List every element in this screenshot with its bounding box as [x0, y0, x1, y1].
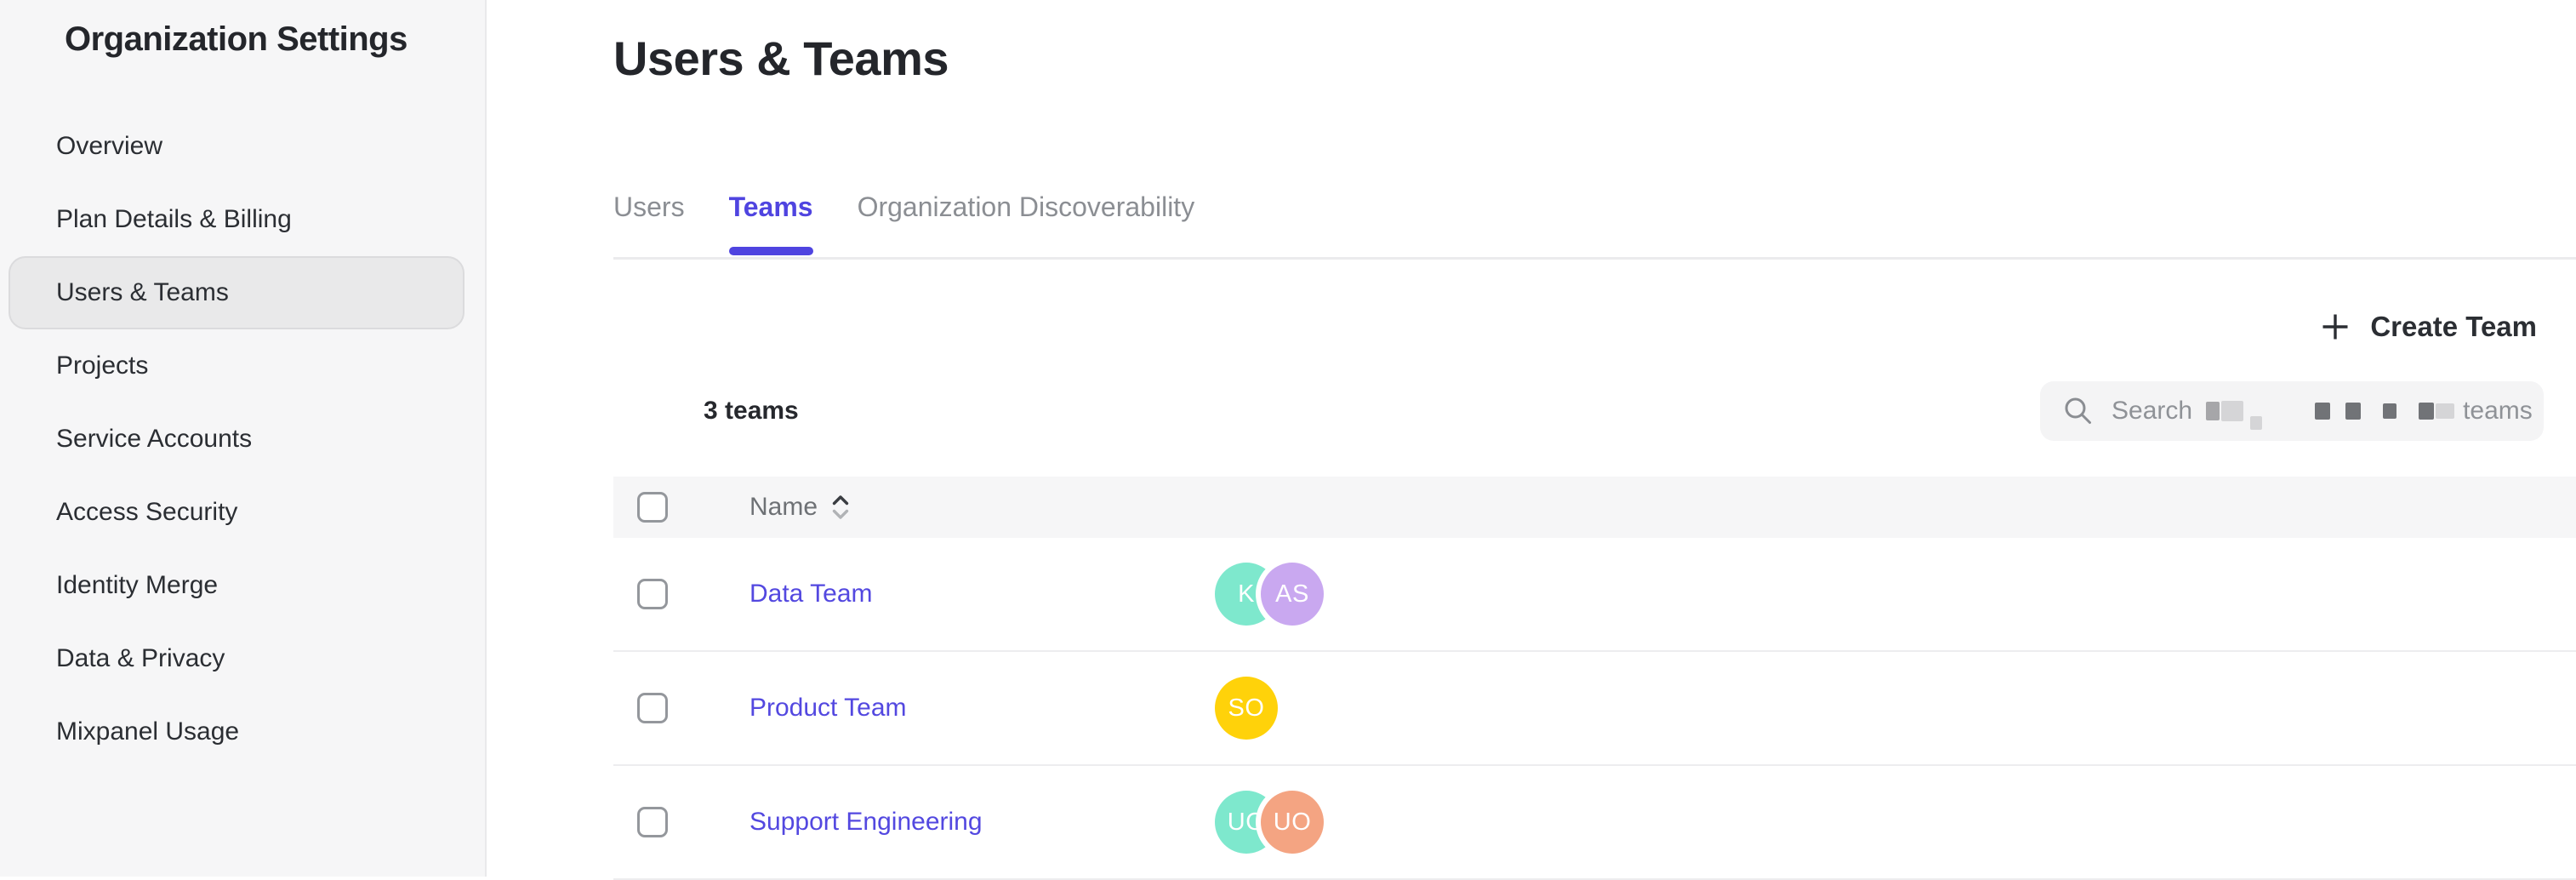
tab-users[interactable]: Users [613, 191, 685, 222]
sidebar-item-identity-merge[interactable]: Identity Merge [56, 571, 219, 599]
redacted-block [2250, 416, 2263, 430]
sort-icon [831, 494, 850, 520]
sidebar-item-projects[interactable]: Projects [56, 351, 149, 380]
sidebar-item-plan-details-billing[interactable]: Plan Details & Billing [56, 205, 292, 233]
avatar-group: UO UO [1215, 791, 1324, 854]
select-all-checkbox[interactable] [637, 492, 668, 523]
teams-count: 3 teams [704, 397, 799, 425]
create-team-button[interactable]: Create Team [2321, 306, 2537, 347]
tab-teams[interactable]: Teams [728, 191, 813, 255]
main-content: Users & Teams Users Teams Organization Dis… [488, 0, 2576, 880]
redacted-block [2345, 403, 2362, 420]
teams-table: Name Data Team K AS Product Team SO Support E… [613, 477, 2576, 880]
row-checkbox[interactable] [637, 807, 668, 837]
table-row: Data Team K AS [613, 538, 2576, 652]
redacted-block [2221, 401, 2244, 421]
sidebar-nav: Overview Plan Details & Billing Users & Te… [0, 110, 485, 769]
sidebar-item-users-teams[interactable]: Users & Teams [9, 256, 464, 329]
sidebar: Organization Settings Overview Plan Detai… [0, 0, 487, 877]
redacted-block [2206, 402, 2220, 420]
table-row: Product Team SO [613, 652, 2576, 766]
redacted-text [2192, 401, 2455, 430]
name-sort-button[interactable]: Name [749, 493, 850, 522]
name-column-label: Name [749, 493, 818, 521]
page-title: Users & Teams [613, 31, 949, 85]
avatar: SO [1215, 677, 1278, 740]
search-placeholder-prefix: Search [2112, 397, 2193, 425]
tab-bar: Users Teams Organization Discoverability [613, 191, 1194, 255]
team-name-link[interactable]: Product Team [749, 694, 907, 722]
sidebar-title: Organization Settings [65, 20, 407, 58]
table-row: Support Engineering UO UO [613, 766, 2576, 880]
tab-organization-discoverability[interactable]: Organization Discoverability [857, 191, 1195, 222]
create-team-label: Create Team [2370, 311, 2537, 342]
sidebar-item-data-privacy[interactable]: Data & Privacy [56, 644, 225, 672]
sidebar-item-overview[interactable]: Overview [56, 132, 163, 160]
row-checkbox[interactable] [637, 693, 668, 723]
avatar: AS [1261, 563, 1324, 626]
table-body: Data Team K AS Product Team SO Support Engine… [613, 538, 2576, 880]
search-placeholder-suffix: teams [2463, 397, 2533, 425]
tab-bar-divider [613, 257, 2576, 260]
redacted-block [2383, 403, 2397, 419]
avatar-group: SO [1215, 677, 1278, 740]
team-search-input[interactable]: Search teams [2040, 381, 2544, 441]
redacted-block [2419, 403, 2435, 420]
search-icon [2062, 395, 2112, 427]
sidebar-item-service-accounts[interactable]: Service Accounts [56, 425, 253, 453]
redacted-block [2315, 403, 2331, 420]
avatar-group: K AS [1215, 563, 1324, 626]
avatar: UO [1261, 791, 1324, 854]
team-name-link[interactable]: Support Engineering [749, 808, 983, 836]
plus-icon [2321, 312, 2350, 341]
sidebar-item-mixpanel-usage[interactable]: Mixpanel Usage [56, 717, 240, 746]
team-name-link[interactable]: Data Team [749, 580, 873, 608]
redacted-block [2436, 403, 2455, 419]
row-checkbox[interactable] [637, 579, 668, 609]
table-header-row: Name [613, 477, 2576, 538]
sidebar-item-access-security[interactable]: Access Security [56, 498, 238, 526]
